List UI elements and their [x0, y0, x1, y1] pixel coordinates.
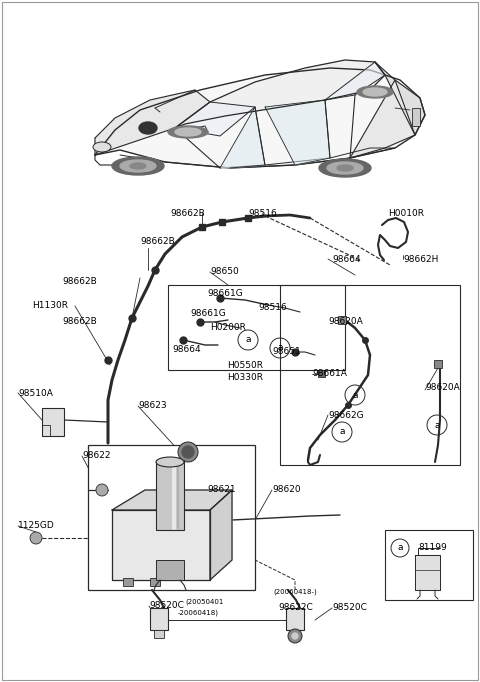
Ellipse shape: [156, 457, 184, 467]
Circle shape: [178, 442, 198, 462]
Text: a: a: [352, 391, 358, 400]
Circle shape: [288, 629, 302, 643]
Ellipse shape: [130, 163, 146, 169]
Text: 98662G: 98662G: [328, 411, 364, 419]
Polygon shape: [210, 490, 232, 580]
Text: 98621: 98621: [207, 486, 236, 494]
Text: 98662B: 98662B: [62, 318, 97, 327]
Ellipse shape: [139, 122, 157, 134]
Bar: [199, 224, 205, 230]
Polygon shape: [325, 62, 385, 100]
Bar: [156, 560, 184, 580]
Polygon shape: [415, 555, 440, 590]
Text: 98623: 98623: [138, 402, 167, 411]
Polygon shape: [175, 60, 385, 128]
Text: 98650: 98650: [210, 267, 239, 276]
Ellipse shape: [175, 128, 201, 136]
Ellipse shape: [357, 86, 393, 98]
Text: H0550R: H0550R: [227, 361, 263, 370]
Text: a: a: [434, 421, 440, 430]
Text: -20060418): -20060418): [178, 610, 219, 617]
Text: 98520C: 98520C: [149, 602, 184, 610]
Text: 98651: 98651: [272, 348, 301, 357]
Ellipse shape: [168, 126, 208, 138]
Text: 81199: 81199: [418, 542, 447, 552]
Text: H0010R: H0010R: [388, 209, 424, 218]
Text: 98622C: 98622C: [278, 604, 313, 612]
Ellipse shape: [327, 162, 363, 174]
Text: 98620: 98620: [272, 486, 300, 494]
Bar: [150, 578, 160, 586]
Polygon shape: [95, 90, 210, 155]
Text: 98661G: 98661G: [207, 288, 243, 297]
Bar: [168, 285, 345, 370]
Polygon shape: [175, 102, 255, 136]
Text: 98620A: 98620A: [328, 318, 363, 327]
Bar: [88, 445, 255, 590]
Bar: [318, 370, 325, 377]
Text: 98622: 98622: [82, 451, 110, 460]
Bar: [286, 608, 304, 630]
Text: H1130R: H1130R: [32, 301, 68, 310]
Text: 98620A: 98620A: [425, 383, 460, 393]
Bar: [219, 219, 225, 225]
Text: 98516: 98516: [258, 303, 287, 312]
Ellipse shape: [337, 165, 353, 171]
Circle shape: [96, 484, 108, 496]
Text: 98664: 98664: [172, 344, 201, 353]
Text: 98662B: 98662B: [170, 209, 205, 218]
Polygon shape: [265, 100, 330, 165]
Polygon shape: [220, 107, 265, 168]
Ellipse shape: [363, 88, 387, 96]
Bar: [412, 108, 420, 126]
Ellipse shape: [120, 160, 156, 172]
Polygon shape: [112, 510, 210, 580]
Text: 98520C: 98520C: [332, 604, 367, 612]
Text: 98510A: 98510A: [18, 389, 53, 398]
Ellipse shape: [319, 159, 371, 177]
Text: 98661G: 98661G: [190, 310, 226, 318]
Polygon shape: [95, 68, 425, 168]
Ellipse shape: [93, 142, 111, 152]
Polygon shape: [112, 490, 232, 510]
Text: 98661A: 98661A: [312, 370, 347, 379]
Bar: [385, 530, 473, 600]
Text: 98664: 98664: [332, 254, 360, 263]
Circle shape: [182, 446, 194, 458]
Text: 98662B: 98662B: [140, 237, 175, 246]
Bar: [338, 316, 346, 324]
Text: 1125GD: 1125GD: [18, 522, 55, 531]
Text: a: a: [339, 428, 345, 436]
Text: (20050401: (20050401: [185, 599, 223, 605]
Text: 98516: 98516: [249, 209, 277, 218]
Bar: [154, 630, 164, 638]
Bar: [156, 460, 184, 530]
Polygon shape: [350, 80, 415, 158]
Text: H0330R: H0330R: [227, 374, 263, 383]
Circle shape: [292, 633, 298, 639]
Polygon shape: [375, 62, 425, 135]
Text: (20060418-): (20060418-): [273, 589, 317, 595]
Ellipse shape: [112, 157, 164, 175]
Bar: [245, 215, 251, 221]
Text: a: a: [397, 544, 403, 552]
Bar: [123, 578, 133, 586]
Text: a: a: [277, 344, 283, 353]
Text: 98662H: 98662H: [403, 254, 438, 263]
Text: a: a: [245, 336, 251, 344]
Text: 98662B: 98662B: [62, 276, 97, 286]
Bar: [434, 360, 442, 368]
Text: H0200R: H0200R: [210, 323, 246, 333]
Bar: [42, 408, 64, 436]
Circle shape: [30, 532, 42, 544]
Bar: [150, 608, 168, 630]
